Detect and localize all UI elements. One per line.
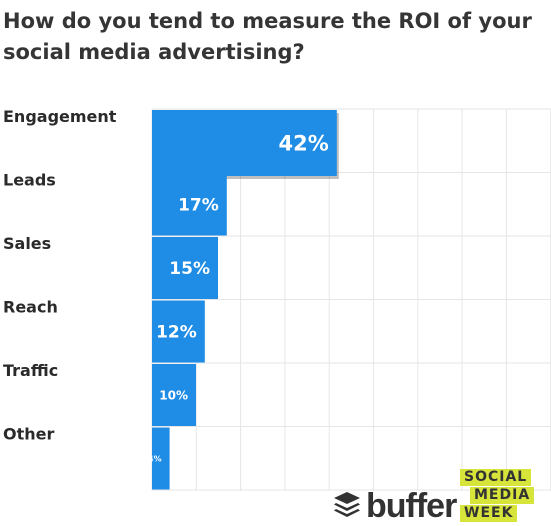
category-label: Other (3, 425, 54, 444)
value-label: 42% (279, 132, 329, 156)
buffer-logo: buffer (332, 487, 457, 525)
social-media-week-logo: SOCIAL MEDIA WEEK (460, 469, 550, 523)
bar-reach (152, 300, 205, 363)
value-label: 15% (169, 259, 210, 279)
category-label: Sales (3, 234, 51, 253)
bar-other (152, 427, 170, 490)
category-label: Leads (3, 171, 56, 190)
smw-word-week: WEEK (460, 505, 518, 522)
category-label: Traffic (3, 361, 58, 380)
smw-word-media: MEDIA (470, 487, 535, 504)
value-label: 12% (156, 323, 197, 343)
bars: 42% 17% 15% 12% 10% 4% (148, 110, 339, 490)
value-label: 17% (178, 196, 219, 216)
smw-word-social: SOCIAL (460, 469, 532, 486)
category-label: Reach (3, 298, 58, 317)
value-label: 10% (159, 388, 188, 402)
category-labels: Engagement Leads Sales Reach Traffic Other (3, 107, 117, 444)
category-label: Engagement (3, 107, 117, 126)
chart-title: How do you tend to measure the ROI of yo… (3, 9, 532, 64)
bar-leads (152, 173, 227, 236)
buffer-wordmark: buffer (366, 487, 457, 525)
value-label: 4% (148, 454, 162, 463)
bar-engagement (152, 110, 337, 176)
bar-sales (152, 237, 218, 299)
buffer-stack-icon (334, 492, 360, 517)
bar-traffic (152, 364, 196, 426)
